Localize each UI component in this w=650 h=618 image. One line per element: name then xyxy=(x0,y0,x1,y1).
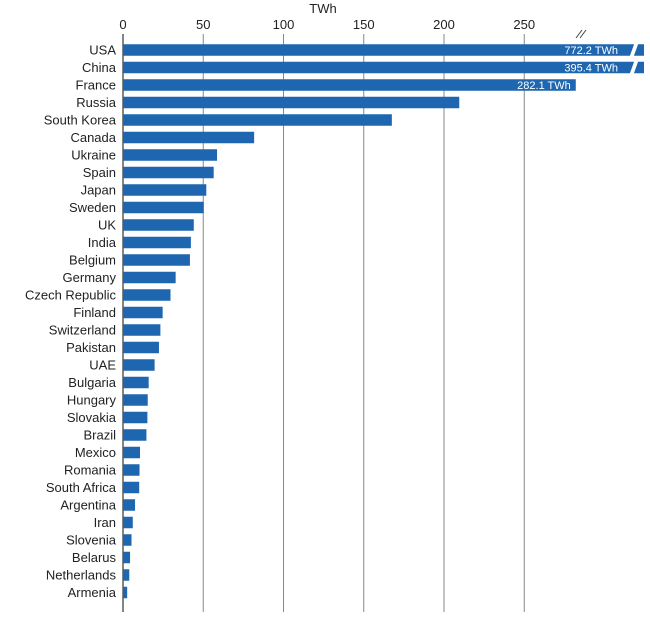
category-label: Canada xyxy=(70,130,116,145)
x-axis-ticks: 0 50 100 150 200 250 xyxy=(119,17,535,32)
category-label: Netherlands xyxy=(46,568,117,583)
category-label: Czech Republic xyxy=(25,288,117,303)
bar xyxy=(123,324,161,336)
bar xyxy=(123,359,155,371)
bar xyxy=(123,516,133,529)
bar xyxy=(123,219,194,231)
bar xyxy=(123,201,204,214)
bar xyxy=(123,411,148,424)
bar xyxy=(123,586,128,599)
bar xyxy=(123,114,392,126)
bar xyxy=(123,79,576,91)
category-label: China xyxy=(82,60,117,75)
bar xyxy=(123,376,149,389)
x-tick-label: 200 xyxy=(433,17,455,32)
bar xyxy=(123,131,255,144)
bar xyxy=(123,96,460,109)
category-label: Argentina xyxy=(60,498,116,513)
gridlines xyxy=(122,34,525,612)
x-tick-label: 100 xyxy=(273,17,295,32)
x-tick-label: 150 xyxy=(353,17,375,32)
category-label: Belarus xyxy=(72,550,117,565)
x-tick-label: 0 xyxy=(119,17,126,32)
category-label: Belgium xyxy=(69,253,116,268)
bar xyxy=(123,166,214,179)
category-label: Pakistan xyxy=(66,340,116,355)
bar xyxy=(123,446,141,459)
bar-break-gap xyxy=(629,43,639,57)
bar xyxy=(123,481,140,494)
category-label: Spain xyxy=(83,165,116,180)
bar xyxy=(123,271,176,284)
bar xyxy=(123,341,159,354)
bar xyxy=(123,289,171,301)
category-label: South Africa xyxy=(46,480,117,495)
bar xyxy=(123,44,644,56)
category-label: UAE xyxy=(89,358,116,373)
bar xyxy=(123,184,207,196)
bar xyxy=(123,429,147,441)
category-label: Bulgaria xyxy=(68,375,116,390)
category-label: Mexico xyxy=(75,445,116,460)
category-label: France xyxy=(76,78,116,93)
bar xyxy=(123,569,130,581)
category-label: Slovenia xyxy=(66,533,117,548)
category-label: Iran xyxy=(94,515,116,530)
data-label: 395.4 TWh xyxy=(564,63,618,75)
data-labels: 772.2 TWh 395.4 TWh 282.1 TWh xyxy=(517,45,618,92)
axis-break-slash xyxy=(575,29,583,39)
axis-break-slash xyxy=(579,29,587,39)
category-label: Russia xyxy=(76,95,117,110)
category-label: Japan xyxy=(81,183,116,198)
category-label: Sweden xyxy=(69,200,116,215)
x-tick-label: 50 xyxy=(196,17,210,32)
data-label: 772.2 TWh xyxy=(564,45,618,57)
category-label: Brazil xyxy=(83,428,116,443)
category-label: Romania xyxy=(64,463,117,478)
bar xyxy=(123,61,644,74)
bar xyxy=(123,254,190,266)
bar xyxy=(123,499,136,511)
category-label: Armenia xyxy=(68,585,117,600)
category-label: Finland xyxy=(73,305,116,320)
x-tick-label: 250 xyxy=(513,17,535,32)
category-label: Germany xyxy=(63,270,117,285)
bar xyxy=(123,534,132,546)
category-label: India xyxy=(88,235,117,250)
category-label: UK xyxy=(98,218,116,233)
x-axis-title: TWh xyxy=(309,1,336,16)
bar xyxy=(123,464,140,476)
category-label: Slovakia xyxy=(67,410,117,425)
bar xyxy=(123,394,148,406)
category-labels: USA China France Russia South Korea Canada Ukr… xyxy=(25,43,117,601)
category-label: Switzerland xyxy=(49,323,116,338)
bar xyxy=(123,551,131,564)
category-label: Hungary xyxy=(67,393,117,408)
axis-break-marker xyxy=(575,29,639,75)
category-label: USA xyxy=(89,43,116,58)
category-label: Ukraine xyxy=(71,148,116,163)
bar xyxy=(123,306,163,319)
bars xyxy=(123,44,644,599)
bar xyxy=(123,149,218,161)
category-label: South Korea xyxy=(44,113,117,128)
bar xyxy=(123,236,191,249)
bar-break-gap xyxy=(629,60,639,75)
data-label: 282.1 TWh xyxy=(517,80,571,92)
